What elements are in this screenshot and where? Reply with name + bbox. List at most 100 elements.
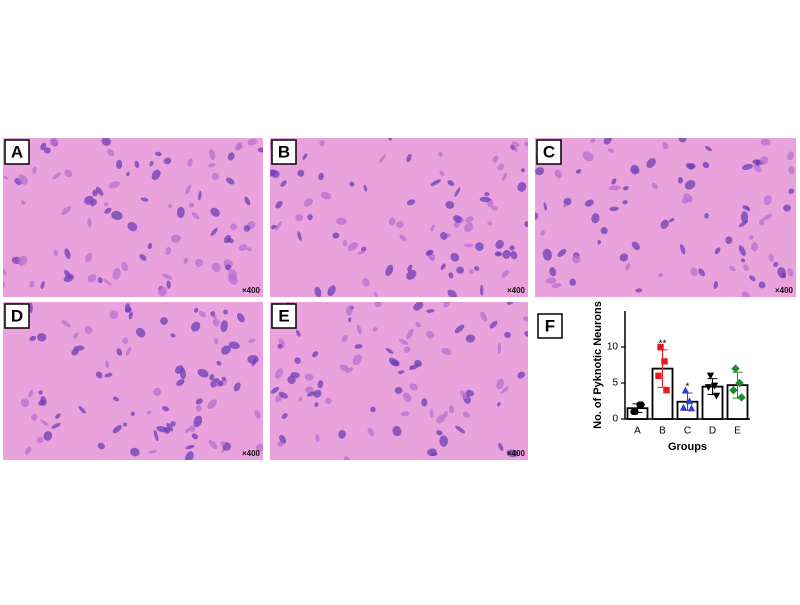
cell	[524, 331, 528, 337]
magnification: ×400	[242, 449, 261, 458]
cell	[631, 241, 640, 251]
cell	[385, 264, 394, 276]
cell	[777, 267, 786, 279]
cell	[224, 264, 232, 271]
cell	[170, 421, 176, 427]
cell	[174, 365, 184, 374]
cell	[55, 413, 61, 419]
cell	[320, 191, 332, 200]
cell	[207, 399, 217, 410]
cell	[464, 222, 474, 233]
cell	[502, 249, 511, 259]
histology-panel: B ×400	[270, 138, 528, 297]
cell	[29, 302, 33, 314]
point	[737, 393, 746, 402]
cell	[397, 370, 405, 375]
cell	[426, 330, 435, 339]
cell	[32, 166, 37, 174]
cell	[277, 344, 283, 349]
cell	[184, 451, 194, 460]
cell	[557, 248, 567, 258]
cell	[430, 452, 438, 456]
cell	[590, 138, 596, 143]
cell	[281, 413, 288, 420]
cell	[729, 265, 736, 272]
cell	[741, 258, 746, 263]
cell	[274, 368, 284, 379]
cell	[370, 406, 376, 413]
cell	[270, 224, 277, 230]
label-box	[271, 303, 297, 329]
cell	[112, 425, 122, 434]
cell	[332, 232, 340, 239]
cell	[304, 373, 314, 381]
histology-panel: D ×400	[3, 302, 263, 460]
cell	[524, 141, 528, 147]
cell	[441, 347, 452, 355]
cell	[705, 146, 712, 152]
cell	[348, 317, 352, 323]
cell	[502, 172, 507, 181]
cell	[563, 197, 572, 206]
cell	[185, 184, 192, 195]
cell	[584, 199, 594, 207]
cell	[275, 200, 283, 209]
cell	[678, 138, 687, 143]
cell	[297, 169, 305, 177]
cell	[194, 307, 199, 313]
cell	[409, 365, 414, 369]
cell	[29, 335, 37, 342]
cell	[487, 221, 493, 226]
cell	[112, 396, 120, 402]
tissue	[270, 138, 528, 297]
cell	[603, 138, 613, 145]
cell	[698, 268, 705, 277]
point	[704, 384, 713, 392]
cell	[212, 318, 220, 327]
cell	[356, 324, 362, 335]
cell	[294, 357, 301, 364]
point	[630, 408, 637, 415]
panel-label: A	[11, 142, 23, 161]
point	[710, 382, 719, 390]
cell	[425, 249, 434, 256]
cell	[438, 151, 443, 157]
cell	[551, 282, 562, 288]
cell	[429, 408, 434, 418]
cell	[148, 449, 157, 454]
cell	[40, 142, 47, 151]
cell	[126, 171, 130, 177]
cell	[153, 429, 159, 442]
cell	[738, 245, 746, 256]
cell	[43, 147, 51, 154]
cell	[257, 147, 263, 153]
point	[655, 372, 662, 379]
point	[706, 372, 715, 380]
tissue	[3, 302, 263, 460]
cell	[64, 248, 71, 260]
cell	[18, 174, 28, 185]
point	[681, 386, 690, 394]
cell	[124, 307, 132, 313]
cell	[20, 200, 26, 205]
cell	[211, 262, 221, 273]
cell	[195, 258, 204, 267]
cell	[480, 284, 484, 296]
cell	[198, 190, 202, 201]
cell	[233, 382, 241, 392]
cell	[246, 247, 253, 252]
cell	[349, 181, 355, 187]
cell	[762, 213, 772, 221]
cell	[430, 224, 435, 232]
cell	[713, 280, 718, 289]
cell	[406, 328, 414, 339]
cell	[773, 261, 779, 267]
cell	[121, 261, 128, 272]
cell	[662, 141, 669, 150]
x-tick-label: A	[634, 426, 641, 437]
cell	[399, 234, 407, 242]
cell	[563, 203, 568, 208]
cell	[243, 225, 251, 232]
cell	[625, 263, 631, 271]
cell	[456, 266, 464, 274]
